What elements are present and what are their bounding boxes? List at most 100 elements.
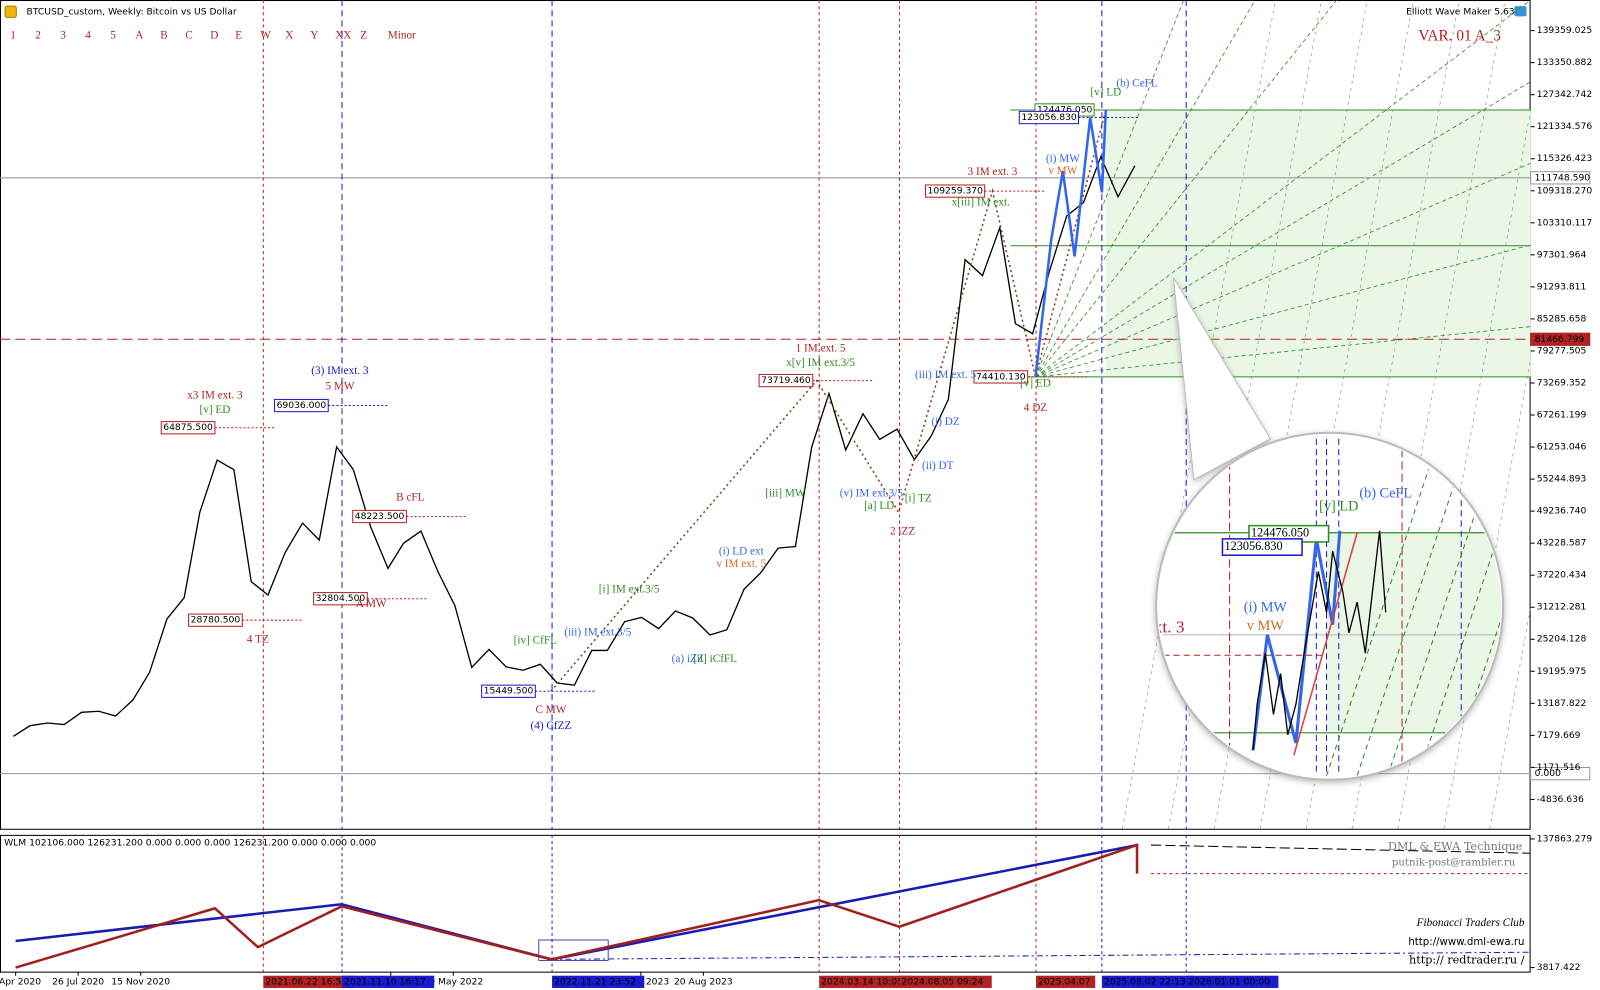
degree-button[interactable]: Minor [388, 29, 416, 41]
degree-button[interactable]: 3 [60, 29, 66, 41]
degree-button[interactable]: C [185, 29, 192, 41]
main-plot: 64875.500 69036.000 48223.500 32804.500 2878… [0, 0, 1531, 829]
price-line [13, 154, 1136, 737]
x-tick-label: 26 Jul 2020 [52, 976, 104, 987]
zoom-fan [1387, 469, 1491, 776]
y-tick-label: 43228.587 [1537, 538, 1587, 549]
degree-button[interactable]: W [260, 29, 271, 41]
wave-line [550, 109, 1107, 692]
marker-label: 2025.04.07 [1038, 976, 1091, 987]
marker-label-bg [1101, 975, 1195, 988]
x-tick-label: 20 Aug 2023 [674, 976, 733, 987]
target-zone [1105, 109, 1531, 377]
y-tick-label: 139359.025 [1537, 25, 1593, 36]
degree-button[interactable]: 2 [35, 29, 41, 41]
marker-label-bg [819, 975, 912, 988]
wave-label: 4 DZ [1024, 402, 1048, 414]
price-box-label: 124476.050 [1037, 104, 1093, 115]
y-tick-label: 79277.505 [1537, 345, 1587, 356]
x-tick-label: 15 Nov 2020 [111, 976, 170, 987]
price-box [758, 373, 814, 388]
wave-label: v IM ext. 5 [716, 558, 766, 570]
wave-label: x[v] IM ext.3/5 [786, 357, 855, 369]
degree-button[interactable]: Y [310, 29, 318, 41]
marker-label: 2024.08.05 09:24 [902, 976, 984, 987]
y-tick-label: 97301.964 [1537, 249, 1587, 260]
marker-label: 2026.01.01 00:00 [1188, 976, 1270, 987]
zoom-price [1252, 530, 1387, 751]
wave-label: [i] TZ [905, 493, 932, 505]
price-box [481, 684, 536, 698]
wave-label: (i) MW [1046, 153, 1080, 165]
zoom-zone [1326, 532, 1502, 733]
y-tick-label: 37220.434 [1537, 570, 1587, 581]
price-box-label: 69036.000 [277, 400, 327, 411]
degree-button[interactable]: XX [335, 29, 351, 41]
indicator-guide [551, 951, 1531, 960]
wave-label: [iv] CfFL [514, 635, 557, 647]
degree-button[interactable]: Z [360, 29, 367, 41]
wave-label: (b) CeFL [1116, 77, 1158, 89]
y-tick-label: 25204.128 [1537, 634, 1587, 645]
marker-label-bg [899, 975, 992, 988]
wave-label: (v) IM ext.3/5 [840, 488, 904, 500]
price-box-label: 73719.460 [761, 375, 811, 386]
wave-label: [a] LD [864, 500, 894, 512]
marker-label-bg [263, 975, 356, 988]
y-tick-label: 1171.516 [1537, 762, 1581, 773]
price-box [1018, 110, 1079, 125]
y-tick-label: 19195.975 [1537, 666, 1587, 677]
wave-label: 2 iZZ [890, 525, 915, 537]
zoom-label: (b) CeFL [1359, 485, 1412, 501]
credit-text: http://www.dml-ewa.ru [1408, 937, 1524, 948]
price-box-label: 32804.500 [316, 593, 366, 604]
level-box [1530, 171, 1591, 185]
price-box-label: 15449.500 [484, 686, 534, 697]
zoom-fan [1356, 469, 1460, 776]
level-box [1530, 766, 1591, 781]
fan-grid [1305, 0, 1460, 829]
wave-label: 5 MW [325, 380, 354, 392]
y-tick-label: 55244.893 [1537, 474, 1587, 485]
indicator-box [538, 939, 609, 961]
zoom-label: (i) MW [1244, 600, 1288, 616]
wave-line [1034, 109, 1108, 378]
degree-button[interactable]: A [135, 29, 144, 41]
degree-button[interactable]: D [210, 29, 218, 41]
fan-line [1035, 0, 1185, 378]
symbol-icon [4, 5, 17, 18]
marker-label-bg [1036, 975, 1096, 988]
wave-label: (iii) IM ext. 5 [915, 369, 976, 381]
wave-label: B cFL [396, 492, 425, 504]
zoom-wave [1293, 532, 1358, 756]
marker-label: 2021.11.10 16:17 [344, 976, 426, 987]
degree-button[interactable]: 5 [110, 29, 116, 41]
y-tick-label: 13187.822 [1537, 698, 1587, 709]
wave-label: x[iii] IM ext. [952, 197, 1010, 209]
degree-button[interactable]: B [160, 29, 167, 41]
y-tick-label: 73269.352 [1537, 377, 1587, 388]
y-tick-label: 3817.422 [1537, 962, 1581, 973]
fan-line [1035, 0, 1338, 378]
x-tick-label: 29 May 2022 [423, 976, 483, 987]
y-tick-label: 67261.199 [1537, 410, 1587, 421]
marker-label-bg [342, 975, 435, 988]
fan-line [1035, 81, 1531, 378]
marker-label: 2021.06.22 16:55 [265, 976, 347, 987]
wave-label: (i) DZ [931, 416, 959, 428]
credit-text: putnik-post@rambler.ru [1392, 857, 1516, 868]
degree-button[interactable]: E [235, 29, 242, 41]
indicator-line [15, 843, 1139, 969]
degree-button[interactable]: X [285, 29, 293, 41]
degree-button[interactable]: 1 [10, 29, 16, 41]
wave-label: [v] LD [1090, 86, 1121, 98]
wave-label: [iii] MW [765, 488, 806, 500]
price-box [973, 370, 1029, 384]
price-box [188, 613, 243, 627]
wave-label: [v] ED [1020, 377, 1051, 389]
degree-button[interactable]: 4 [85, 29, 91, 41]
wave-label: x3 IM ext. 3 [187, 390, 243, 402]
price-box [352, 509, 407, 524]
zoom-label: 124476.050 [1251, 526, 1309, 540]
wave-label: (ii) DT [922, 460, 954, 472]
